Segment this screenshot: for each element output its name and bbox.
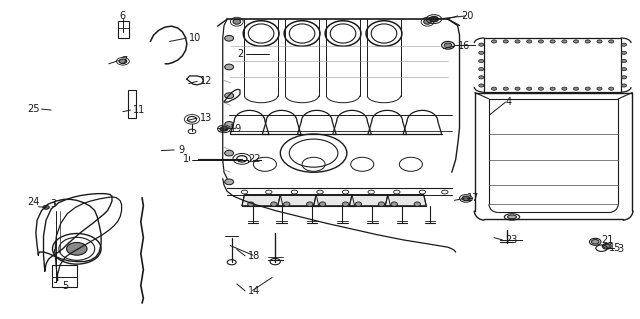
- Text: 7: 7: [122, 56, 128, 66]
- Ellipse shape: [492, 40, 497, 43]
- Ellipse shape: [225, 179, 234, 185]
- Ellipse shape: [233, 19, 241, 24]
- Text: 25: 25: [27, 104, 40, 114]
- Ellipse shape: [378, 202, 385, 206]
- Ellipse shape: [538, 40, 543, 43]
- Text: 3: 3: [50, 199, 56, 209]
- Text: 1: 1: [182, 154, 189, 165]
- Ellipse shape: [597, 40, 602, 43]
- Ellipse shape: [391, 202, 397, 206]
- Ellipse shape: [550, 87, 555, 90]
- Polygon shape: [242, 195, 283, 206]
- Ellipse shape: [248, 202, 254, 206]
- Polygon shape: [385, 195, 426, 206]
- Ellipse shape: [591, 240, 599, 244]
- Text: 24: 24: [27, 197, 39, 207]
- Ellipse shape: [585, 40, 590, 43]
- Ellipse shape: [597, 87, 602, 90]
- Ellipse shape: [479, 84, 484, 87]
- Text: 19: 19: [230, 124, 243, 134]
- Text: 15: 15: [609, 243, 621, 253]
- Text: 23: 23: [506, 235, 518, 245]
- Ellipse shape: [609, 40, 614, 43]
- Ellipse shape: [414, 202, 420, 206]
- Text: 17: 17: [467, 193, 479, 204]
- Ellipse shape: [220, 127, 228, 131]
- Ellipse shape: [225, 122, 234, 127]
- Ellipse shape: [527, 87, 532, 90]
- Ellipse shape: [479, 68, 484, 71]
- Ellipse shape: [271, 202, 277, 206]
- Ellipse shape: [621, 59, 627, 63]
- Ellipse shape: [67, 242, 87, 255]
- Ellipse shape: [225, 93, 234, 99]
- Ellipse shape: [342, 202, 349, 206]
- Ellipse shape: [573, 40, 579, 43]
- Ellipse shape: [319, 202, 326, 206]
- Text: 14: 14: [248, 286, 260, 296]
- Ellipse shape: [621, 43, 627, 46]
- Ellipse shape: [508, 215, 516, 219]
- Text: 3: 3: [618, 244, 624, 254]
- Bar: [118, 21, 129, 38]
- Ellipse shape: [573, 87, 579, 90]
- Ellipse shape: [538, 87, 543, 90]
- Ellipse shape: [527, 40, 532, 43]
- Ellipse shape: [225, 64, 234, 70]
- Text: 22: 22: [248, 154, 261, 165]
- Ellipse shape: [503, 40, 508, 43]
- Ellipse shape: [462, 196, 470, 201]
- Text: 2: 2: [237, 49, 243, 59]
- Ellipse shape: [355, 202, 362, 206]
- Text: 10: 10: [189, 33, 201, 43]
- Ellipse shape: [424, 19, 431, 24]
- Text: 9: 9: [178, 145, 184, 155]
- Polygon shape: [314, 195, 355, 206]
- Ellipse shape: [444, 43, 452, 48]
- Polygon shape: [349, 195, 390, 206]
- Ellipse shape: [562, 40, 567, 43]
- Text: 4: 4: [506, 97, 512, 107]
- Ellipse shape: [429, 17, 438, 22]
- Ellipse shape: [585, 87, 590, 90]
- Ellipse shape: [225, 150, 234, 156]
- Ellipse shape: [479, 59, 484, 63]
- Ellipse shape: [307, 202, 313, 206]
- Polygon shape: [484, 38, 621, 92]
- Ellipse shape: [479, 51, 484, 55]
- Ellipse shape: [621, 84, 627, 87]
- Ellipse shape: [492, 87, 497, 90]
- Ellipse shape: [621, 51, 627, 55]
- Text: 5: 5: [62, 280, 68, 291]
- Ellipse shape: [503, 87, 508, 90]
- Text: 20: 20: [461, 11, 473, 21]
- Ellipse shape: [515, 40, 520, 43]
- Ellipse shape: [515, 87, 520, 90]
- Bar: [128, 90, 136, 118]
- Polygon shape: [278, 195, 319, 206]
- Text: 13: 13: [200, 113, 212, 123]
- Ellipse shape: [621, 68, 627, 71]
- Text: 11: 11: [133, 105, 145, 115]
- Ellipse shape: [119, 59, 127, 63]
- Ellipse shape: [621, 76, 627, 79]
- Ellipse shape: [550, 40, 555, 43]
- Ellipse shape: [43, 205, 49, 209]
- Text: 6: 6: [120, 11, 126, 21]
- Ellipse shape: [284, 202, 290, 206]
- Ellipse shape: [225, 35, 234, 41]
- Ellipse shape: [479, 43, 484, 46]
- Text: 18: 18: [248, 251, 260, 261]
- Ellipse shape: [479, 76, 484, 79]
- Bar: [52, 265, 77, 287]
- Text: 12: 12: [200, 76, 212, 86]
- Ellipse shape: [609, 87, 614, 90]
- Ellipse shape: [604, 244, 610, 248]
- Ellipse shape: [562, 87, 567, 90]
- Text: 21: 21: [602, 235, 614, 245]
- Text: 16: 16: [458, 41, 470, 51]
